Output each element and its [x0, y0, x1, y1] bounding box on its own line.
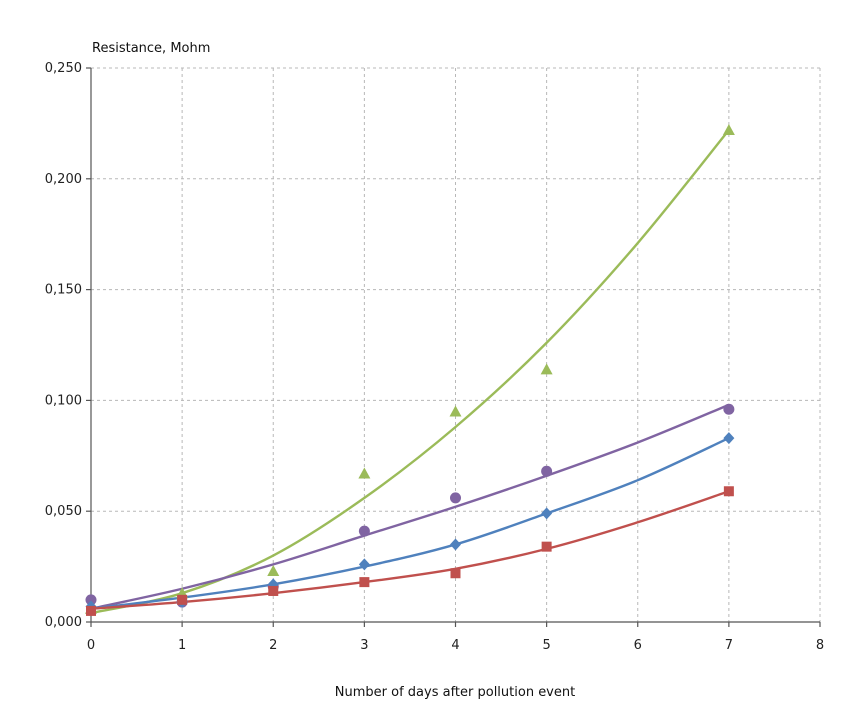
series-2-trend-line	[90, 436, 730, 610]
x-tick-label: 7	[725, 638, 733, 653]
series-3-square-point	[177, 594, 188, 605]
x-tick-label: 4	[451, 638, 459, 653]
series-3-square-point	[723, 486, 734, 497]
x-axis-title: Number of days after pollution event	[335, 685, 575, 700]
x-tick-label: 3	[360, 638, 368, 653]
data-points	[85, 124, 735, 616]
series-3-trend-line	[90, 490, 730, 610]
series-2-diamond-point	[541, 507, 553, 520]
series-2-diamond-point	[450, 538, 461, 551]
y-tick-label: 0,100	[45, 393, 82, 408]
series-3-square-point	[541, 541, 552, 552]
x-tick-label: 6	[634, 638, 642, 653]
series-1-circle-point	[541, 465, 553, 477]
grid	[91, 67, 821, 622]
series-0-triangle-point	[267, 565, 280, 577]
series-0-triangle-point	[449, 405, 462, 417]
series-0-triangle-point	[722, 124, 735, 136]
y-tick-label: 0,000	[45, 615, 82, 630]
trend-lines	[90, 129, 730, 615]
series-0-triangle-point	[540, 363, 553, 375]
y-tick-label: 0,050	[45, 504, 82, 519]
axes	[86, 67, 821, 627]
x-tick-label: 5	[542, 638, 550, 653]
x-tick-label: 2	[269, 638, 277, 653]
series-2-diamond-point	[358, 558, 370, 571]
series-1-circle-point	[85, 594, 97, 606]
x-tick-label: 0	[87, 638, 95, 653]
y-tick-label: 0,250	[45, 61, 82, 76]
series-0-trend-line	[90, 129, 730, 615]
series-0-triangle-point	[358, 467, 371, 479]
y-tick-label: 0,150	[45, 283, 82, 298]
series-3-square-point	[450, 568, 461, 579]
x-tick-label: 1	[178, 638, 186, 653]
series-3-square-point	[359, 577, 370, 588]
x-tick-label: 8	[816, 638, 824, 653]
y-axis-title: Resistance, Mohm	[92, 41, 210, 56]
tick-labels: 0,000 0,050 0,100 0,150 0,200 0,250 0 1 2 3 4 5 6 7 8	[45, 61, 824, 653]
series-1-trend-line	[90, 403, 730, 610]
series-3-square-point	[268, 585, 279, 596]
y-tick-label: 0,200	[45, 172, 82, 187]
series-2-diamond-point	[723, 432, 735, 445]
series-1-circle-point	[358, 525, 370, 537]
series-1-circle-point	[723, 403, 735, 415]
series-3-square-point	[86, 605, 96, 616]
series-1-circle-point	[450, 492, 461, 504]
